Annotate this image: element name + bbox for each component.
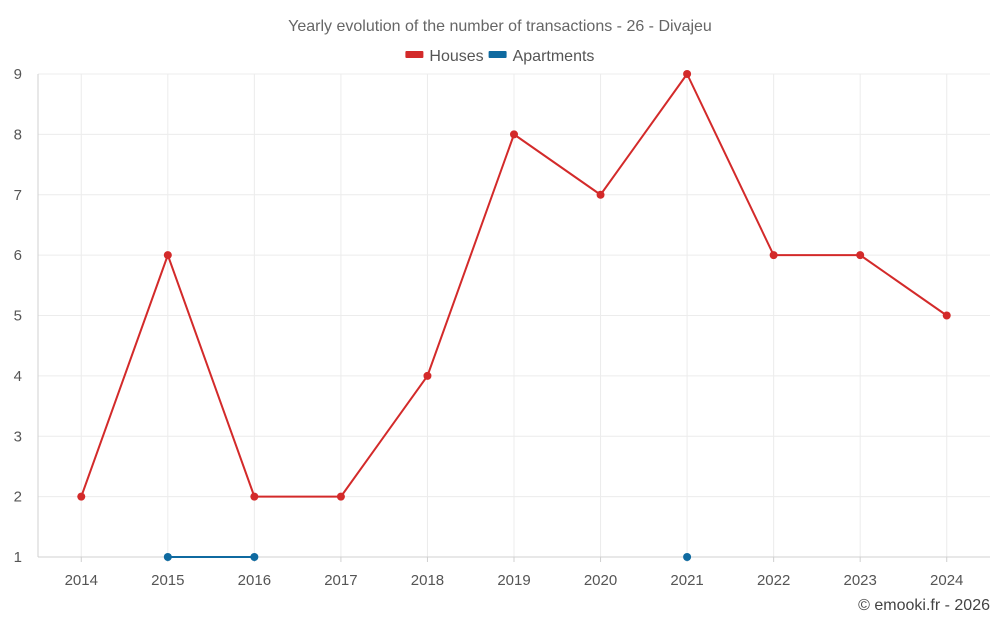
legend: Houses Apartments bbox=[405, 48, 594, 65]
y-tick-label: 1 bbox=[14, 549, 22, 566]
y-tick-label: 4 bbox=[14, 368, 22, 385]
y-tick-label: 8 bbox=[14, 126, 22, 143]
y-tick-label: 3 bbox=[14, 428, 22, 445]
series-layer bbox=[77, 70, 951, 561]
y-tick-label: 9 bbox=[14, 66, 22, 83]
data-point-apartments-2016[interactable] bbox=[250, 553, 259, 561]
data-point-apartments-2015[interactable] bbox=[163, 553, 172, 561]
x-tick-label: 2021 bbox=[670, 572, 703, 589]
x-tick-label: 2024 bbox=[930, 572, 963, 589]
x-tick-label: 2015 bbox=[151, 572, 184, 589]
legend-swatch bbox=[488, 51, 507, 58]
x-tick-label: 2016 bbox=[238, 572, 271, 589]
legend-item-houses[interactable]: Houses bbox=[405, 48, 484, 65]
x-tick-label: 2019 bbox=[497, 572, 530, 589]
data-point-houses-2018[interactable] bbox=[423, 371, 432, 380]
data-point-houses-2015[interactable] bbox=[163, 251, 172, 260]
x-tick-label: 2020 bbox=[584, 572, 617, 589]
x-tick-label: 2017 bbox=[324, 572, 357, 589]
legend-label: Apartments bbox=[513, 48, 595, 65]
chart-title: Yearly evolution of the number of transa… bbox=[288, 18, 712, 35]
data-point-houses-2016[interactable] bbox=[250, 492, 259, 501]
grid bbox=[38, 73, 990, 557]
y-tick-label: 7 bbox=[14, 187, 22, 204]
legend-swatch bbox=[405, 51, 424, 58]
y-axis-ticks: 1 2 3 4 5 6 7 8 9 bbox=[14, 66, 22, 566]
data-point-houses-2023[interactable] bbox=[856, 251, 865, 260]
y-tick-label: 6 bbox=[14, 247, 22, 264]
x-tick-label: 2022 bbox=[757, 572, 790, 589]
data-point-houses-2021[interactable] bbox=[683, 70, 692, 78]
credit-text: © emooki.fr - 2026 bbox=[858, 597, 990, 614]
data-point-houses-2024[interactable] bbox=[942, 311, 951, 320]
x-axis-ticks: 2014 2015 2016 2017 2018 2019 2020 2021 2022 2023… bbox=[65, 572, 964, 589]
data-point-houses-2019[interactable] bbox=[510, 130, 518, 139]
x-tick-label: 2014 bbox=[65, 572, 98, 589]
legend-label: Houses bbox=[429, 48, 483, 65]
x-tick-label: 2018 bbox=[411, 572, 444, 589]
data-point-houses-2022[interactable] bbox=[769, 251, 778, 260]
y-tick-label: 5 bbox=[14, 308, 22, 325]
series-apartments bbox=[163, 553, 692, 561]
y-tick-label: 2 bbox=[14, 489, 22, 506]
data-point-houses-2017[interactable] bbox=[336, 492, 345, 501]
data-point-apartments-2021[interactable] bbox=[683, 553, 692, 561]
legend-item-apartments[interactable]: Apartments bbox=[488, 48, 595, 65]
series-houses bbox=[77, 70, 951, 501]
data-point-houses-2020[interactable] bbox=[596, 190, 605, 199]
data-point-houses-2014[interactable] bbox=[77, 492, 86, 501]
x-tick-label: 2023 bbox=[843, 572, 876, 589]
